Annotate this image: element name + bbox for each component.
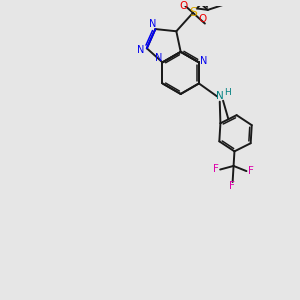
Text: H: H [224, 88, 231, 97]
Text: N: N [155, 53, 163, 63]
Text: F: F [248, 167, 254, 176]
Text: F: F [230, 182, 235, 191]
Text: S: S [189, 6, 197, 19]
Text: N: N [137, 44, 145, 55]
Text: N: N [149, 19, 156, 29]
Text: O: O [179, 2, 188, 11]
Text: N: N [216, 91, 223, 101]
Text: F: F [213, 164, 219, 174]
Text: O: O [198, 14, 207, 24]
Text: N: N [200, 56, 208, 66]
